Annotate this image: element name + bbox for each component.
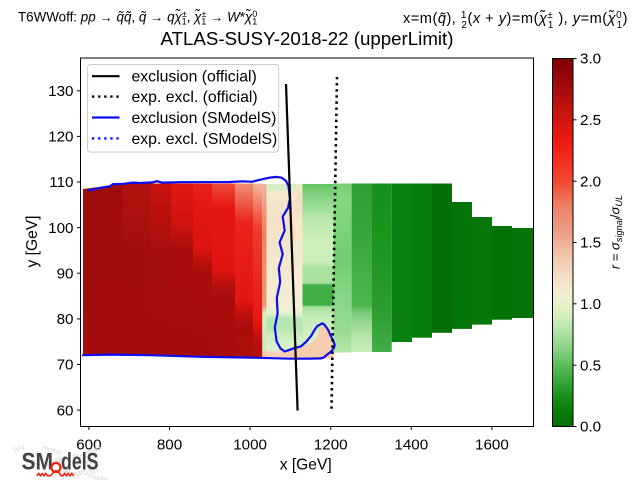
svg-text:excl: excl bbox=[26, 458, 40, 467]
svg-text:pMSSM: pMSSM bbox=[73, 468, 99, 478]
svg-text:800: 800 bbox=[157, 436, 182, 453]
svg-text:60: 60 bbox=[57, 402, 74, 419]
svg-text:ATLAS-SUSY-2018-22 (upperLimit: ATLAS-SUSY-2018-22 (upperLimit) bbox=[161, 28, 454, 49]
svg-text:1.0: 1.0 bbox=[580, 296, 601, 313]
svg-text:1600: 1600 bbox=[475, 436, 509, 453]
svg-text:100: 100 bbox=[48, 220, 73, 237]
svg-text:2.5: 2.5 bbox=[580, 112, 601, 129]
svg-text:exp. excl. (official): exp. excl. (official) bbox=[132, 89, 258, 106]
svg-text:delS: delS bbox=[61, 449, 99, 476]
svg-text:90: 90 bbox=[57, 265, 74, 282]
svg-text:data: data bbox=[48, 455, 63, 467]
svg-text:0.0: 0.0 bbox=[580, 419, 601, 436]
svg-text:600: 600 bbox=[76, 436, 101, 453]
svg-text:x [GeV]: x [GeV] bbox=[280, 457, 332, 474]
svg-text:EW: EW bbox=[59, 467, 73, 478]
svg-text:1000: 1000 bbox=[233, 436, 267, 453]
svg-text:LHC: LHC bbox=[86, 461, 100, 468]
svg-text:LHC: LHC bbox=[85, 452, 100, 461]
svg-text:SM: SM bbox=[22, 449, 54, 476]
svg-text:1400: 1400 bbox=[394, 436, 428, 453]
svg-text:x=m(q̃), 12(x + y)=m(χ̃±1 ), y: x=m(q̃), 1 2(x + y)=m(χ̃± 1 ), y=m(χ̃0 1) bbox=[403, 10, 628, 31]
svg-text:3.0: 3.0 bbox=[580, 51, 601, 68]
svg-text:80: 80 bbox=[57, 311, 74, 328]
svg-text:SUSY: SUSY bbox=[77, 456, 98, 467]
svg-text:70: 70 bbox=[57, 357, 74, 374]
svg-text:exclusion (official): exclusion (official) bbox=[132, 69, 257, 86]
svg-text:model: model bbox=[88, 473, 109, 480]
svg-text:130: 130 bbox=[48, 83, 73, 100]
svg-text:T6WWoff: pp → q̃q̃, q̃ → qχ̃±1: T6WWoff: pp → q̃q̃, q̃ → qχ̃± 1, χ̃± 1 → W… bbox=[18, 9, 257, 27]
svg-text:TeV: TeV bbox=[12, 444, 26, 455]
svg-text:exclusion (SModelS): exclusion (SModelS) bbox=[132, 110, 277, 127]
svg-text:exp. excl. (SModelS): exp. excl. (SModelS) bbox=[132, 131, 278, 148]
svg-text:0.5: 0.5 bbox=[580, 357, 601, 374]
svg-text:2.0: 2.0 bbox=[580, 173, 601, 190]
svg-text:1.5: 1.5 bbox=[580, 235, 601, 252]
svg-text:r = σsignal/σUL: r = σsignal/σUL bbox=[608, 195, 625, 269]
svg-text:110: 110 bbox=[49, 174, 73, 191]
svg-text:excl: excl bbox=[72, 453, 85, 461]
svg-text:y [GeV]: y [GeV] bbox=[24, 216, 41, 268]
svg-text:1200: 1200 bbox=[314, 436, 348, 453]
svg-text:120: 120 bbox=[48, 129, 73, 146]
